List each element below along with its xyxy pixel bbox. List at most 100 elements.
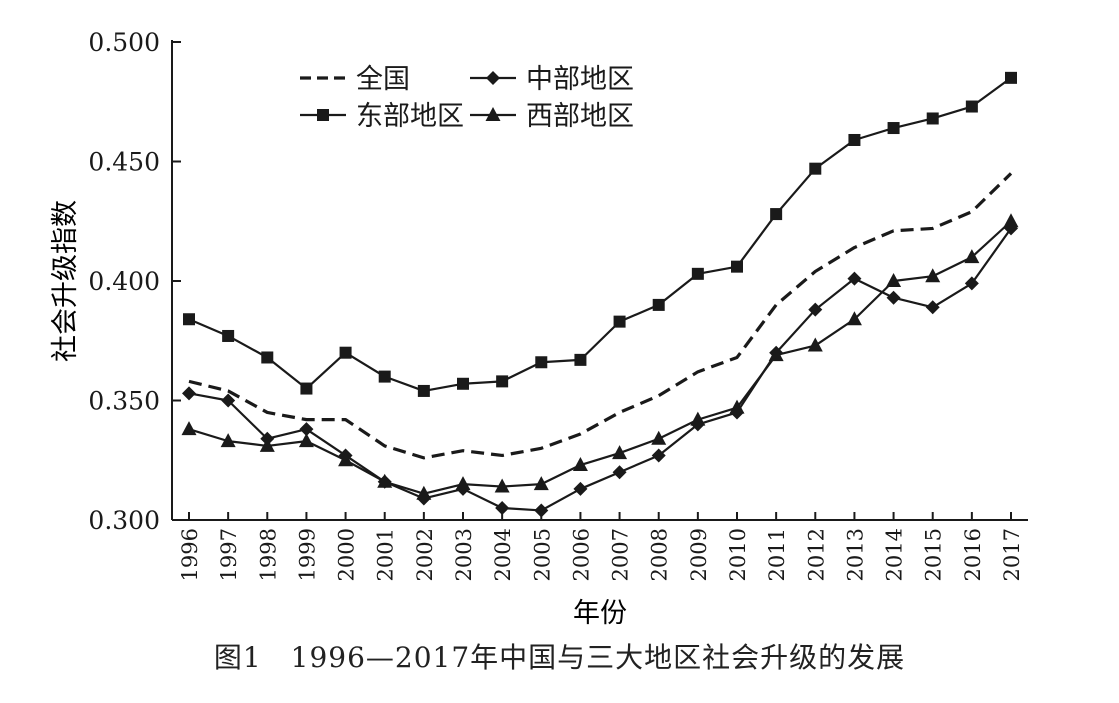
data-point: [496, 375, 509, 388]
legend-marker: [485, 107, 501, 121]
data-point: [573, 481, 588, 496]
x-tick-label: 2005: [530, 528, 554, 581]
data-point: [848, 133, 861, 146]
data-point: [964, 276, 979, 291]
x-tick-label: 2016: [961, 528, 985, 581]
data-point: [612, 465, 627, 480]
x-tick-label: 2014: [883, 528, 907, 581]
data-point: [613, 315, 626, 328]
data-point: [887, 122, 900, 135]
data-point: [534, 503, 549, 518]
x-tick-label: 2004: [491, 528, 515, 581]
x-tick-label: 2002: [413, 528, 437, 581]
data-point: [220, 433, 236, 448]
x-tick-label: 2013: [843, 528, 867, 581]
data-point: [338, 452, 354, 467]
legend-label: 中部地区: [526, 64, 634, 95]
data-point: [690, 411, 706, 426]
x-tick-label: 2003: [452, 528, 476, 581]
data-point: [495, 501, 510, 516]
data-point: [299, 422, 314, 437]
data-point: [377, 473, 393, 488]
x-tick-label: 2015: [922, 528, 946, 581]
data-point: [691, 267, 704, 280]
data-point: [457, 377, 469, 390]
data-point: [1005, 71, 1017, 84]
legend-entry: 东部地区: [300, 101, 464, 132]
x-tick-label: 2017: [1000, 528, 1024, 581]
legend-label: 东部地区: [356, 101, 464, 132]
y-axis-label: 社会升级指数: [50, 200, 81, 362]
data-point: [378, 370, 391, 383]
chart-ticks: 0.300 0.350 0.400 0.450 0.500 1996 1997 1998 199…: [88, 28, 1024, 581]
data-point: [926, 112, 939, 125]
series-national: [188, 172, 1013, 460]
data-point: [925, 300, 940, 315]
data-point: [535, 356, 548, 369]
x-tick-label: 2011: [765, 528, 789, 581]
data-point: [182, 386, 196, 401]
data-point: [300, 382, 313, 395]
data-point: [221, 393, 236, 408]
series-line: [188, 227, 1012, 512]
data-point: [574, 353, 587, 366]
x-tick-label: 2012: [804, 528, 828, 581]
data-point: [222, 329, 235, 342]
x-tick-label: 1999: [295, 528, 319, 581]
data-point: [181, 421, 197, 436]
data-point: [651, 448, 666, 463]
data-point: [339, 346, 352, 359]
x-tick-label: 2000: [335, 528, 359, 581]
data-point: [652, 298, 665, 311]
x-axis-label: 年份: [573, 598, 627, 629]
data-point: [183, 313, 195, 326]
x-tick-label: 2006: [569, 528, 593, 581]
data-point: [807, 337, 823, 352]
data-point: [768, 347, 784, 362]
data-point: [964, 249, 980, 264]
legend-label: 西部地区: [526, 101, 634, 132]
legend-entry: 中部地区: [470, 64, 634, 95]
series-line: [188, 76, 1012, 393]
chart-series: [181, 71, 1019, 518]
x-tick-label: 1996: [178, 528, 202, 581]
series-line: [188, 220, 1012, 495]
x-tick-label: 2007: [609, 528, 633, 581]
data-point: [572, 457, 588, 472]
series-eastern: [183, 71, 1017, 397]
data-point: [298, 433, 314, 448]
data-point: [455, 476, 471, 491]
legend-marker: [317, 109, 329, 121]
data-point: [925, 268, 941, 283]
data-point: [770, 208, 783, 221]
data-point: [809, 162, 822, 175]
y-tick-label: 0.450: [88, 148, 160, 177]
y-tick-label: 0.350: [88, 387, 160, 416]
data-point: [808, 302, 823, 317]
data-point: [494, 478, 510, 493]
series-central: [182, 221, 1018, 518]
y-tick-label: 0.300: [88, 506, 160, 535]
data-point: [886, 273, 902, 287]
x-tick-label: 2010: [726, 528, 750, 581]
data-point: [729, 399, 745, 414]
series-line: [188, 172, 1013, 460]
data-point: [261, 351, 274, 364]
legend-entry: 西部地区: [470, 101, 634, 132]
data-point: [731, 260, 743, 273]
x-tick-label: 2009: [687, 528, 711, 581]
legend-marker: [486, 71, 500, 85]
data-point: [416, 485, 432, 500]
x-tick-label: 2008: [648, 528, 672, 581]
y-tick-label: 0.400: [88, 267, 160, 296]
data-point: [847, 271, 862, 286]
data-point: [846, 311, 862, 326]
data-point: [965, 100, 978, 113]
legend-label: 全国: [356, 64, 410, 95]
data-point: [612, 445, 628, 460]
data-point: [651, 430, 667, 445]
x-tick-label: 1997: [217, 528, 241, 581]
data-point: [533, 476, 549, 491]
